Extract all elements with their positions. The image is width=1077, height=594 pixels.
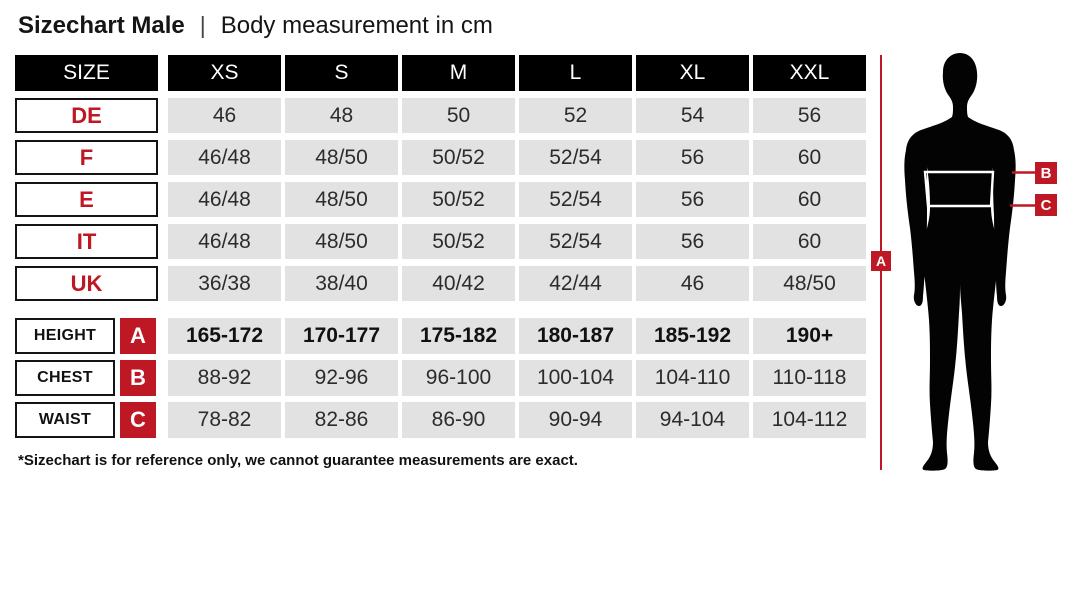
size-value-cell: 46 xyxy=(636,266,749,301)
measure-value-cell: 96-100 xyxy=(402,360,515,396)
measure-value-cell: 90-94 xyxy=(519,402,632,438)
measure-value-cell: 175-182 xyxy=(402,318,515,354)
measure-value-cell: 100-104 xyxy=(519,360,632,396)
male-silhouette xyxy=(904,53,1016,471)
table-row: CHEST B 88-92 92-96 96-100 100-104 104-110 110-… xyxy=(15,360,866,396)
size-value-cell: 46/48 xyxy=(168,182,281,217)
table-row: F 46/48 48/50 50/52 52/54 56 60 xyxy=(15,140,866,175)
header-cell-size: SIZE xyxy=(15,55,158,91)
size-value-cell: 50/52 xyxy=(402,140,515,175)
title-subtitle: Body measurement in cm xyxy=(220,12,493,39)
measure-label-chest: CHEST xyxy=(15,360,115,396)
size-value-cell: 52/54 xyxy=(519,182,632,217)
size-value-cell: 48/50 xyxy=(285,224,398,259)
table-row: SIZE XS S M L XL XXL xyxy=(15,55,866,91)
measure-value-cell: 104-110 xyxy=(636,360,749,396)
size-value-cell: 52 xyxy=(519,98,632,133)
size-value-cell: 42/44 xyxy=(519,266,632,301)
region-label-e: E xyxy=(15,182,158,217)
size-value-cell: 50 xyxy=(402,98,515,133)
size-value-cell: 60 xyxy=(753,140,866,175)
region-label-f: F xyxy=(15,140,158,175)
size-value-cell: 52/54 xyxy=(519,224,632,259)
page-title: Sizechart Male | Body measurement in cm xyxy=(18,12,493,40)
size-value-cell: 46/48 xyxy=(168,224,281,259)
title-separator: | xyxy=(199,12,206,38)
figure-panel: A B C xyxy=(870,40,1077,480)
size-value-cell: 60 xyxy=(753,224,866,259)
measure-value-cell: 88-92 xyxy=(168,360,281,396)
table-row: IT 46/48 48/50 50/52 52/54 56 60 xyxy=(15,224,866,259)
size-value-cell: 56 xyxy=(636,224,749,259)
male-silhouette-graphic xyxy=(880,53,1036,471)
size-value-cell: 56 xyxy=(636,182,749,217)
measure-value-cell: 190+ xyxy=(753,318,866,354)
size-value-cell: 38/40 xyxy=(285,266,398,301)
size-value-cell: 56 xyxy=(753,98,866,133)
size-value-cell: 50/52 xyxy=(402,224,515,259)
table-row: UK 36/38 38/40 40/42 42/44 46 48/50 xyxy=(15,266,866,301)
table-row: WAIST C 78-82 82-86 86-90 90-94 94-104 104-112 xyxy=(15,402,866,438)
size-value-cell: 54 xyxy=(636,98,749,133)
size-value-cell: 48/50 xyxy=(285,140,398,175)
size-value-cell: 36/38 xyxy=(168,266,281,301)
size-value-cell: 50/52 xyxy=(402,182,515,217)
measure-value-cell: 86-90 xyxy=(402,402,515,438)
measure-value-cell: 185-192 xyxy=(636,318,749,354)
header-cell-xl: XL xyxy=(636,55,749,91)
header-cell-m: M xyxy=(402,55,515,91)
table-row: HEIGHT A 165-172 170-177 175-182 180-187 185-1… xyxy=(15,318,866,354)
size-value-cell: 46 xyxy=(168,98,281,133)
figure-badge-c: C xyxy=(1035,194,1057,216)
region-label-de: DE xyxy=(15,98,158,133)
chest-waist-band xyxy=(923,170,995,208)
header-cell-xs: XS xyxy=(168,55,281,91)
measure-value-cell: 165-172 xyxy=(168,318,281,354)
measure-badge-b: B xyxy=(120,360,156,396)
footnote: *Sizechart is for reference only, we can… xyxy=(18,452,578,469)
measure-value-cell: 170-177 xyxy=(285,318,398,354)
region-label-uk: UK xyxy=(15,266,158,301)
measure-badge-c: C xyxy=(120,402,156,438)
header-cell-s: S xyxy=(285,55,398,91)
measure-badge-a: A xyxy=(120,318,156,354)
size-value-cell: 56 xyxy=(636,140,749,175)
measure-value-cell: 94-104 xyxy=(636,402,749,438)
measure-value-cell: 180-187 xyxy=(519,318,632,354)
table-row: DE 46 48 50 52 54 56 xyxy=(15,98,866,133)
figure-badge-a: A xyxy=(871,251,891,271)
size-value-cell: 52/54 xyxy=(519,140,632,175)
measure-value-cell: 92-96 xyxy=(285,360,398,396)
size-value-cell: 40/42 xyxy=(402,266,515,301)
measure-value-cell: 110-118 xyxy=(753,360,866,396)
measure-value-cell: 78-82 xyxy=(168,402,281,438)
measure-value-cell: 104-112 xyxy=(753,402,866,438)
measure-label-height: HEIGHT xyxy=(15,318,115,354)
header-cell-xxl: XXL xyxy=(753,55,866,91)
size-value-cell: 48/50 xyxy=(753,266,866,301)
table-row: E 46/48 48/50 50/52 52/54 56 60 xyxy=(15,182,866,217)
region-label-it: IT xyxy=(15,224,158,259)
size-value-cell: 46/48 xyxy=(168,140,281,175)
measure-value-cell: 82-86 xyxy=(285,402,398,438)
size-value-cell: 60 xyxy=(753,182,866,217)
title-heading: Sizechart Male xyxy=(18,12,185,39)
measure-label-waist: WAIST xyxy=(15,402,115,438)
size-value-cell: 48 xyxy=(285,98,398,133)
figure-badge-b: B xyxy=(1035,162,1057,184)
size-value-cell: 48/50 xyxy=(285,182,398,217)
header-cell-l: L xyxy=(519,55,632,91)
